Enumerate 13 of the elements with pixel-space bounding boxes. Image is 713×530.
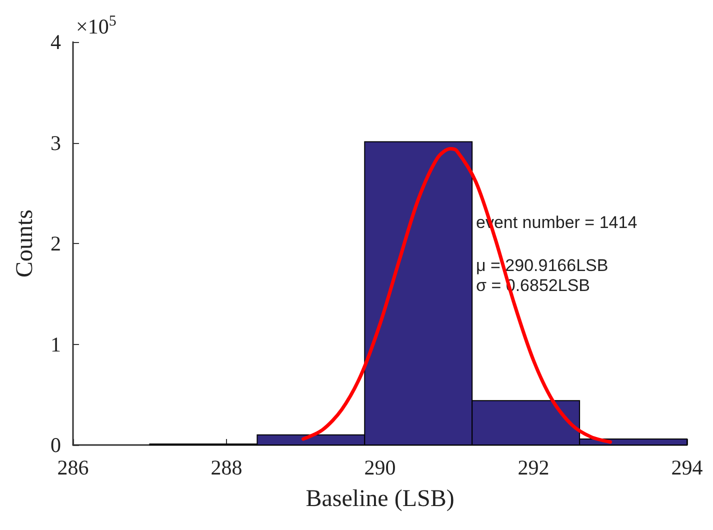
annotation: μ = 290.9166LSB <box>476 256 608 275</box>
x-tick-label: 286 <box>57 456 89 480</box>
x-tick-label: 290 <box>364 456 396 480</box>
x-tick-label: 294 <box>671 456 704 480</box>
y-tick-label: 0 <box>50 433 61 457</box>
y-tick-label: 3 <box>50 130 61 155</box>
x-axis-title: Baseline (LSB) <box>306 486 454 512</box>
y-tick-label: 4 <box>50 30 62 54</box>
y-tick-label: 2 <box>50 232 61 256</box>
y-tick-label: 1 <box>50 332 61 356</box>
x-tick-label: 292 <box>518 456 550 480</box>
y-axis-title: Counts <box>12 209 38 278</box>
x-tick-label: 288 <box>210 456 242 480</box>
